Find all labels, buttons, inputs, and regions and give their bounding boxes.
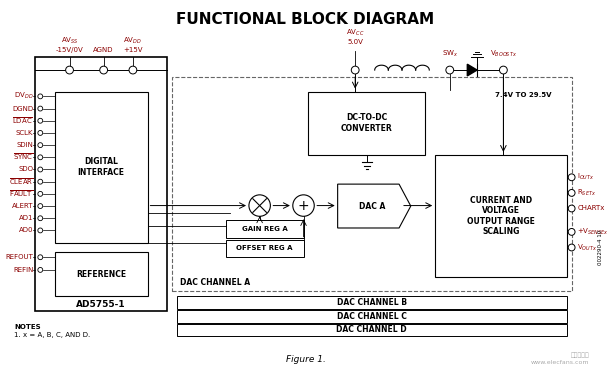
Text: DV$_{DD}$: DV$_{DD}$	[14, 91, 33, 102]
Text: V$_{BOOST}$$_x$: V$_{BOOST}$$_x$	[490, 49, 517, 59]
Text: AD0: AD0	[19, 227, 33, 233]
Text: 7.4V TO 29.5V: 7.4V TO 29.5V	[494, 92, 551, 98]
Circle shape	[568, 244, 575, 251]
Bar	[36, 58, 167, 311]
Circle shape	[38, 167, 42, 172]
Text: REFERENCE: REFERENCE	[76, 270, 126, 279]
Text: AD1: AD1	[19, 215, 33, 221]
Text: SDIN: SDIN	[17, 142, 33, 148]
Circle shape	[38, 204, 42, 209]
Text: I$_{OUT x}$: I$_{OUT x}$	[577, 172, 595, 183]
Text: FUNCTIONAL BLOCK DIAGRAM: FUNCTIONAL BLOCK DIAGRAM	[177, 12, 435, 27]
Circle shape	[568, 205, 575, 212]
Circle shape	[38, 267, 42, 272]
Text: SDO: SDO	[18, 167, 33, 173]
Bar	[55, 92, 148, 243]
Circle shape	[568, 190, 575, 196]
Text: R$_{SET x}$: R$_{SET x}$	[577, 188, 597, 198]
Circle shape	[293, 195, 314, 216]
Text: 电子发烧网
www.elecfans.com: 电子发烧网 www.elecfans.com	[531, 353, 589, 365]
Circle shape	[38, 191, 42, 196]
Circle shape	[38, 216, 42, 221]
Text: REFOUT: REFOUT	[6, 254, 33, 260]
Text: AV$_{SS}$
-15V/0V: AV$_{SS}$ -15V/0V	[56, 35, 84, 53]
Circle shape	[249, 195, 271, 216]
Bar	[226, 220, 304, 238]
Bar	[177, 324, 567, 336]
Text: AGND: AGND	[93, 46, 114, 53]
Text: DAC CHANNEL D: DAC CHANNEL D	[336, 325, 407, 334]
Text: DAC CHANNEL A: DAC CHANNEL A	[180, 278, 250, 287]
Bar	[177, 310, 567, 322]
Polygon shape	[338, 184, 411, 228]
Text: $\overline{\rm LDAC}$: $\overline{\rm LDAC}$	[12, 116, 33, 126]
Text: GAIN REG A: GAIN REG A	[242, 226, 287, 232]
Circle shape	[38, 179, 42, 184]
Text: AV$_{DD}$
+15V: AV$_{DD}$ +15V	[123, 35, 143, 53]
Circle shape	[38, 118, 42, 123]
Bar	[172, 77, 571, 291]
Text: DAC CHANNEL C: DAC CHANNEL C	[337, 312, 407, 321]
Text: 1. x = A, B, C, AND D.: 1. x = A, B, C, AND D.	[14, 332, 90, 338]
Circle shape	[446, 66, 454, 74]
Circle shape	[100, 66, 108, 74]
Circle shape	[38, 94, 42, 99]
Circle shape	[129, 66, 137, 74]
Circle shape	[38, 143, 42, 148]
Text: +: +	[298, 198, 309, 213]
Text: CURRENT AND
VOLTAGE
OUTPUT RANGE
SCALING: CURRENT AND VOLTAGE OUTPUT RANGE SCALING	[467, 196, 535, 236]
Text: REFIN: REFIN	[13, 267, 33, 273]
Text: DC-TO-DC
CONVERTER: DC-TO-DC CONVERTER	[341, 114, 393, 133]
Text: DAC CHANNEL B: DAC CHANNEL B	[337, 298, 407, 307]
Text: DAC A: DAC A	[359, 201, 385, 211]
Circle shape	[38, 228, 42, 233]
Text: DGND: DGND	[12, 106, 33, 112]
Circle shape	[351, 66, 359, 74]
Circle shape	[66, 66, 73, 74]
Circle shape	[38, 106, 42, 111]
Polygon shape	[467, 64, 477, 76]
Text: +V$_{SENSE x}$: +V$_{SENSE x}$	[577, 227, 609, 237]
Text: V$_{OUT x}$: V$_{OUT x}$	[577, 242, 598, 253]
Text: $\overline{\rm SYNC}$: $\overline{\rm SYNC}$	[13, 152, 33, 162]
Circle shape	[568, 174, 575, 181]
Bar	[435, 155, 567, 277]
Bar	[308, 92, 426, 155]
Text: SW$_x$: SW$_x$	[442, 49, 458, 59]
Text: 002290-4 10: 002290-4 10	[598, 230, 603, 265]
Circle shape	[568, 229, 575, 235]
Text: Figure 1.: Figure 1.	[285, 355, 325, 364]
Circle shape	[38, 255, 42, 260]
Text: OFFSET REG A: OFFSET REG A	[236, 246, 293, 252]
Text: CHARTx: CHARTx	[577, 206, 605, 211]
Circle shape	[38, 155, 42, 160]
Text: DIGITAL
INTERFACE: DIGITAL INTERFACE	[77, 157, 125, 177]
Bar	[55, 252, 148, 296]
Bar	[177, 296, 567, 309]
Text: AD5755-1: AD5755-1	[76, 299, 126, 309]
Text: ALERT: ALERT	[12, 203, 33, 209]
Text: SCLK: SCLK	[16, 130, 33, 136]
Text: AV$_{CC}$
5.0V: AV$_{CC}$ 5.0V	[346, 27, 365, 45]
Circle shape	[38, 131, 42, 135]
Bar	[226, 240, 304, 257]
Text: NOTES: NOTES	[14, 324, 41, 329]
Text: $\overline{\rm CLEAR}$: $\overline{\rm CLEAR}$	[9, 177, 33, 187]
Text: $\overline{\rm FAULT}$: $\overline{\rm FAULT}$	[9, 189, 33, 199]
Circle shape	[499, 66, 507, 74]
